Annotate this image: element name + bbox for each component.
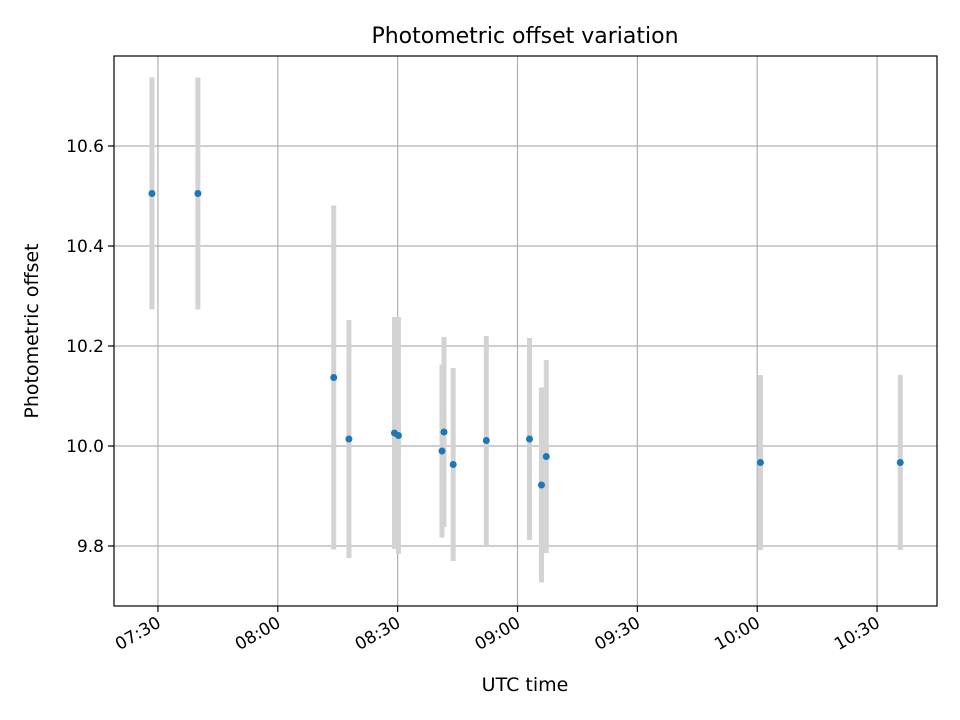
y-tick-label: 10.0 [66, 437, 104, 457]
y-tick-label: 10.2 [66, 337, 104, 357]
data-point [756, 459, 764, 466]
y-tick-label: 9.8 [77, 537, 104, 557]
chart-title: Photometric offset variation [371, 24, 678, 49]
y-axis-label: Photometric offset [21, 243, 43, 418]
data-point [194, 190, 202, 197]
data-point [525, 435, 533, 443]
data-points [148, 190, 904, 489]
data-point [449, 461, 457, 468]
data-point [148, 190, 156, 197]
data-point [394, 432, 402, 439]
x-axis-label: UTC time [482, 674, 569, 696]
data-point [345, 435, 353, 443]
plot-frame [113, 55, 938, 607]
data-point [330, 374, 338, 381]
y-tick-label: 10.6 [66, 137, 104, 157]
data-point [542, 453, 550, 460]
data-point [896, 459, 904, 466]
grid [114, 56, 937, 606]
data-point [537, 481, 545, 489]
data-point [438, 447, 446, 455]
data-point [440, 428, 448, 436]
data-point [482, 437, 490, 444]
y-tick-label: 10.4 [66, 237, 104, 257]
y-axis-ticks: 9.8 10.0 10.2 10.4 10.6 [66, 137, 114, 557]
